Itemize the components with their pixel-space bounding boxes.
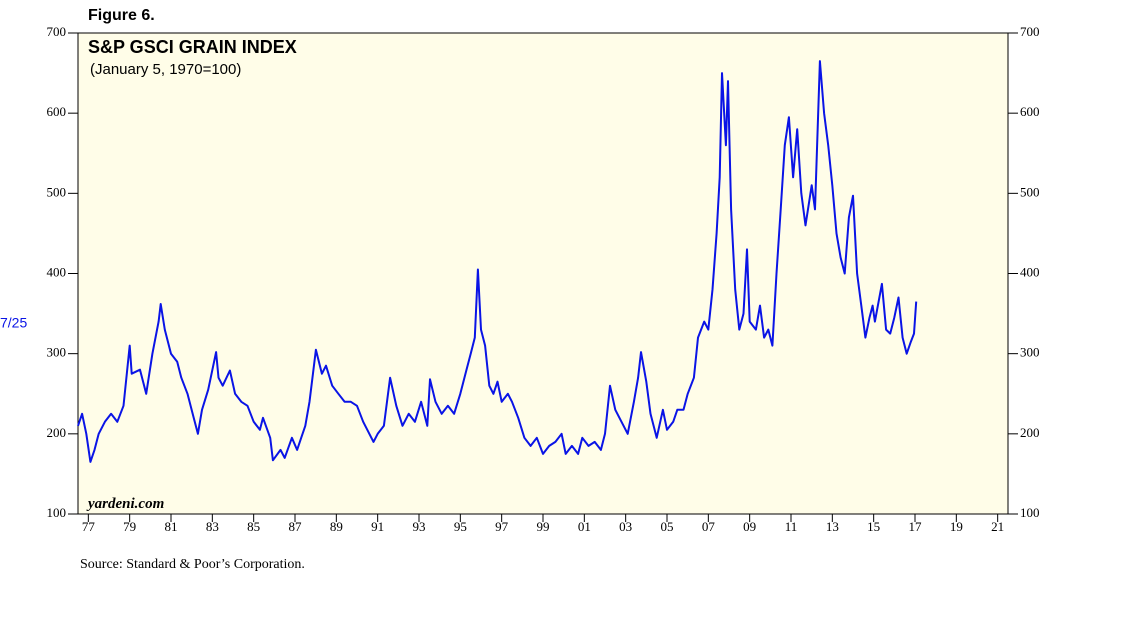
x-tick-label: 83 [206, 519, 219, 534]
y-tick-label: 400 [47, 264, 67, 279]
x-tick-label: 93 [413, 519, 426, 534]
x-tick-label: 99 [537, 519, 550, 534]
x-tick-label: 77 [82, 519, 96, 534]
x-tick-label: 15 [867, 519, 880, 534]
x-tick-label: 97 [495, 519, 509, 534]
chart-subtitle: (January 5, 1970=100) [90, 61, 241, 78]
y-tick-label: 700 [47, 24, 67, 39]
figure-label: Figure 6. [88, 7, 155, 24]
x-tick-label: 87 [289, 519, 303, 534]
y-tick-label: 500 [47, 184, 67, 199]
y-tick-label: 300 [47, 345, 67, 360]
x-tick-label: 11 [785, 519, 798, 534]
x-tick-label: 79 [123, 519, 136, 534]
x-tick-label: 91 [371, 519, 384, 534]
x-tick-label: 17 [909, 519, 923, 534]
x-tick-label: 01 [578, 519, 591, 534]
x-tick-label: 85 [247, 519, 260, 534]
watermark: yardeni.com [86, 496, 164, 512]
y2-tick-label: 300 [1020, 345, 1040, 360]
y2-tick-label: 400 [1020, 264, 1040, 279]
last-date-label: 7/25 [0, 314, 27, 330]
x-tick-label: 89 [330, 519, 343, 534]
source-note: Source: Standard & Poor’s Corporation. [80, 557, 305, 572]
y2-tick-label: 600 [1020, 104, 1040, 119]
x-tick-label: 09 [743, 519, 756, 534]
y-tick-label: 600 [47, 104, 67, 119]
y-tick-label: 200 [47, 425, 67, 440]
x-tick-label: 95 [454, 519, 467, 534]
x-tick-label: 19 [950, 519, 963, 534]
chart-title: S&P GSCI GRAIN INDEX [88, 37, 297, 57]
x-tick-label: 03 [619, 519, 632, 534]
plot-area [77, 32, 1009, 515]
x-tick-label: 21 [991, 519, 1004, 534]
y2-tick-label: 500 [1020, 184, 1040, 199]
y2-tick-label: 700 [1020, 24, 1040, 39]
x-tick-label: 13 [826, 519, 839, 534]
x-tick-label: 07 [702, 519, 716, 534]
y-tick-label: 100 [47, 505, 67, 520]
index-line [77, 60, 918, 463]
y2-tick-label: 100 [1020, 505, 1040, 520]
x-tick-label: 81 [165, 519, 178, 534]
y2-tick-label: 200 [1020, 425, 1040, 440]
x-tick-label: 05 [661, 519, 674, 534]
